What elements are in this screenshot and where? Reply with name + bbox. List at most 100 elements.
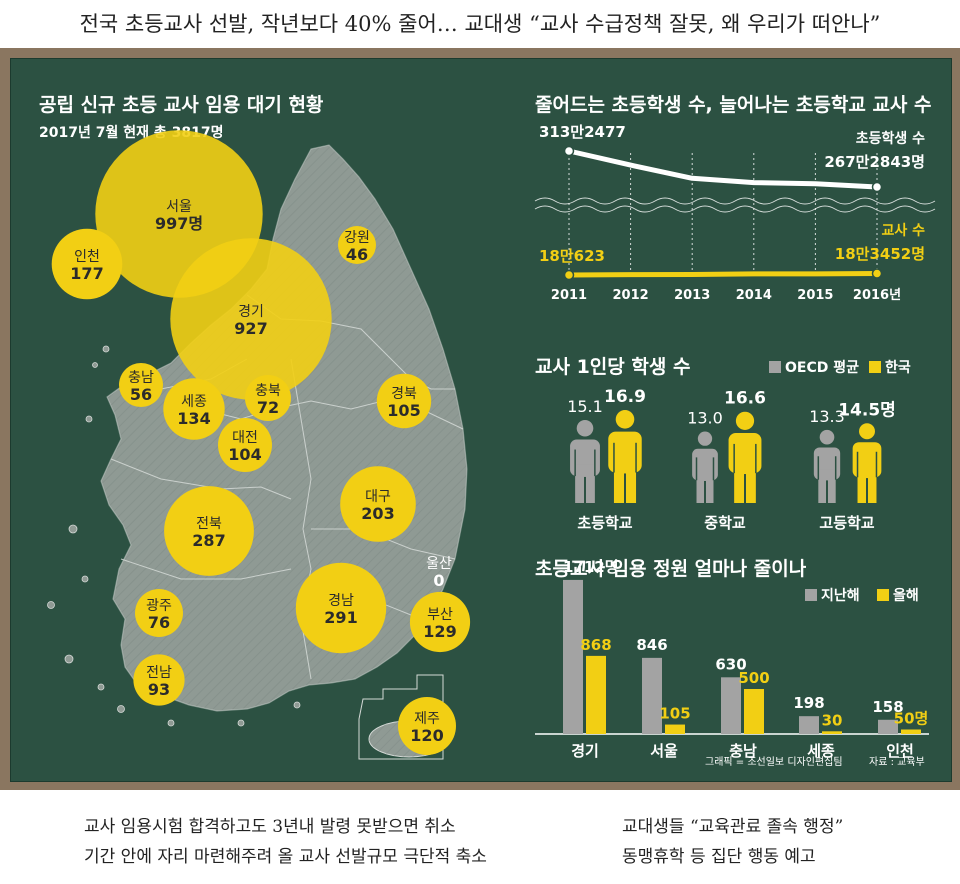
last-year-bar [799, 716, 819, 734]
student-count-point [563, 145, 575, 157]
region-value-label: 93 [148, 680, 170, 699]
bubble-전북 [164, 486, 254, 576]
axis-break-bottom [534, 205, 936, 213]
region-name-label: 서울 [166, 199, 192, 215]
legend-swatch-last-year [805, 589, 817, 601]
region-name-label: 울산 [426, 556, 452, 572]
this-year-bar [665, 724, 685, 734]
region-value-label: 997명 [155, 214, 203, 233]
teacher-start-label: 18만623 [539, 247, 605, 265]
map-title: 공립 신규 초등 교사 임용 대기 현황 [39, 93, 324, 116]
line-chart-title: 줄어드는 초등학생 수, 늘어나는 초등학교 교사 수 [535, 94, 932, 116]
korea-value-label: 16.6 [724, 389, 766, 409]
student-count-point [871, 181, 883, 193]
teacher-count-line [568, 271, 878, 278]
this-year-value-label: 868 [580, 636, 611, 654]
last-year-value-label: 158 [872, 698, 903, 716]
bubble-충북 [245, 375, 291, 421]
oecd-value-label: 13.3 [809, 407, 845, 426]
oecd-person-mark [570, 419, 600, 503]
legend-label-last-year: 지난해 [821, 587, 860, 604]
legend-label-korea: 한국 [885, 360, 911, 376]
region-category-label: 경기 [571, 742, 599, 760]
region-value-label: 203 [361, 504, 394, 523]
this-year-value-label: 105 [659, 705, 690, 723]
region-name-label: 경기 [238, 304, 264, 320]
region-category-label: 서울 [650, 742, 678, 760]
region-category-label: 충남 [729, 742, 757, 760]
this-year-value-label: 500 [738, 669, 769, 687]
year-tick-label: 2015 [797, 288, 833, 303]
footer-left: 교사 임용시험 합격하고도 3년내 발령 못받으면 취소 기간 안에 자리 마련… [84, 812, 487, 872]
region-value-label: 134 [177, 409, 210, 428]
infographic: 공립 신규 초등 교사 임용 대기 현황 2017년 7월 현재 총 3817명… [39, 93, 936, 768]
school-level-label: 초등학교 [577, 514, 632, 532]
korea-person-mark [852, 423, 882, 503]
year-tick-label: 2016년 [853, 288, 901, 303]
jeju-inset-frame [358, 674, 444, 760]
last-year-value-label: 1712명 [563, 558, 619, 576]
last-year-value-label: 846 [636, 636, 667, 654]
footer-left-line2: 기간 안에 자리 마련해주려 올 교사 선발규모 극단적 축소 [84, 847, 487, 867]
region-name-label: 제주 [414, 711, 440, 727]
region-name-label: 충남 [128, 370, 154, 386]
oecd-value-label: 13.0 [687, 409, 723, 428]
last-year-bar [721, 677, 741, 734]
teacher-count-point [871, 268, 883, 279]
this-year-value-label: 50명 [894, 710, 929, 728]
bubble-경남 [295, 562, 387, 654]
footer-left-line1: 교사 임용시험 합격하고도 3년내 발령 못받으면 취소 [84, 817, 456, 837]
region-value-label: 76 [148, 613, 170, 632]
headline: 전국 초등교사 선발, 작년보다 40% 줄어… 교대생 “교사 수급정책 잘못… [79, 12, 881, 36]
region-value-label: 105 [387, 401, 420, 420]
region-value-label: 291 [324, 608, 357, 627]
quota-chart-title: 초등교사 임용 정원 얼마나 줄이나 [535, 558, 807, 580]
region-name-label: 경북 [391, 386, 417, 402]
bubble-충남 [119, 363, 163, 407]
region-name-label: 강원 [344, 230, 370, 246]
region-value-label: 129 [423, 622, 456, 641]
ratio-chart-title: 교사 1인당 학생 수 [535, 356, 690, 378]
student-start-label: 313만2477 [539, 123, 626, 141]
year-tick-label: 2011 [551, 288, 587, 303]
bubble-경북 [376, 373, 432, 429]
legend-label-this-year: 올해 [893, 587, 919, 604]
region-name-label: 부산 [427, 607, 453, 623]
bubble-부산 [409, 591, 471, 653]
footer-right-line2: 동맹휴학 등 집단 행동 예고 [622, 847, 816, 867]
footer-right-line1: 교대생들 “교육관료 졸속 행정” [622, 817, 844, 837]
student-end-label: 267만2843명 [824, 153, 925, 171]
this-year-value-label: 30 [822, 711, 843, 729]
region-value-label: 177 [70, 264, 103, 283]
last-year-value-label: 630 [715, 655, 746, 673]
korea-person-mark [728, 411, 762, 503]
korea-person-mark [608, 410, 642, 503]
bubble-세종 [163, 378, 225, 440]
teacher-end-label: 18만3452명 [835, 245, 925, 263]
this-year-bar [586, 655, 606, 734]
region-category-label: 세종 [807, 742, 835, 760]
region-name-label: 전북 [196, 516, 222, 532]
region-name-label: 전남 [146, 665, 172, 681]
bubble-인천 [51, 228, 123, 300]
last-year-value-label: 198 [793, 694, 824, 712]
footer-right: 교대생들 “교육관료 졸속 행정” 동맹휴학 등 집단 행동 예고 [622, 812, 843, 872]
bubble-광주 [135, 589, 183, 637]
oecd-value-label: 15.1 [567, 397, 603, 416]
region-value-label: 104 [228, 445, 261, 464]
region-value-label: 927 [234, 319, 267, 338]
oecd-person-mark [692, 431, 718, 503]
student-count-line [568, 148, 878, 190]
bubble-제주 [398, 697, 456, 755]
student-series-name: 초등학생 수 [856, 131, 925, 147]
region-name-label: 대전 [232, 430, 258, 446]
region-value-label: 0 [433, 571, 444, 590]
islands [47, 345, 301, 727]
year-tick-label: 2013 [674, 288, 710, 303]
region-name-label: 세종 [181, 394, 207, 410]
this-year-bar [822, 731, 842, 734]
last-year-bar [642, 657, 662, 734]
teacher-series-name: 교사 수 [881, 223, 925, 239]
